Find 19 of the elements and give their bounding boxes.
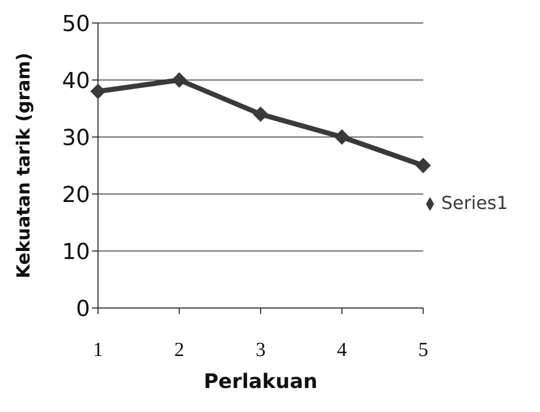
x-tick-label: 2 [174,339,184,362]
x-tick-label: 5 [418,339,428,362]
x-axis-title: Perlakuan [204,369,318,393]
point [172,72,187,88]
x-tick-label: 1 [93,339,103,362]
point [334,130,350,144]
legend-label: Series1 [441,192,508,214]
y-tick-label: 10 [62,240,90,265]
x-tick-label: 3 [256,339,266,362]
y-tick-label: 30 [62,126,90,151]
point [253,106,268,122]
x-tick-label: 4 [336,339,347,362]
point [416,158,431,173]
y-axis-title: Kekuatan tarik (gram) [13,52,34,278]
y-tick-label: 40 [62,68,90,94]
y-tick-label: 0 [76,296,90,322]
point [90,84,106,99]
y-tick-label: 20 [62,182,90,208]
y-tick-label: 50 [62,12,90,37]
